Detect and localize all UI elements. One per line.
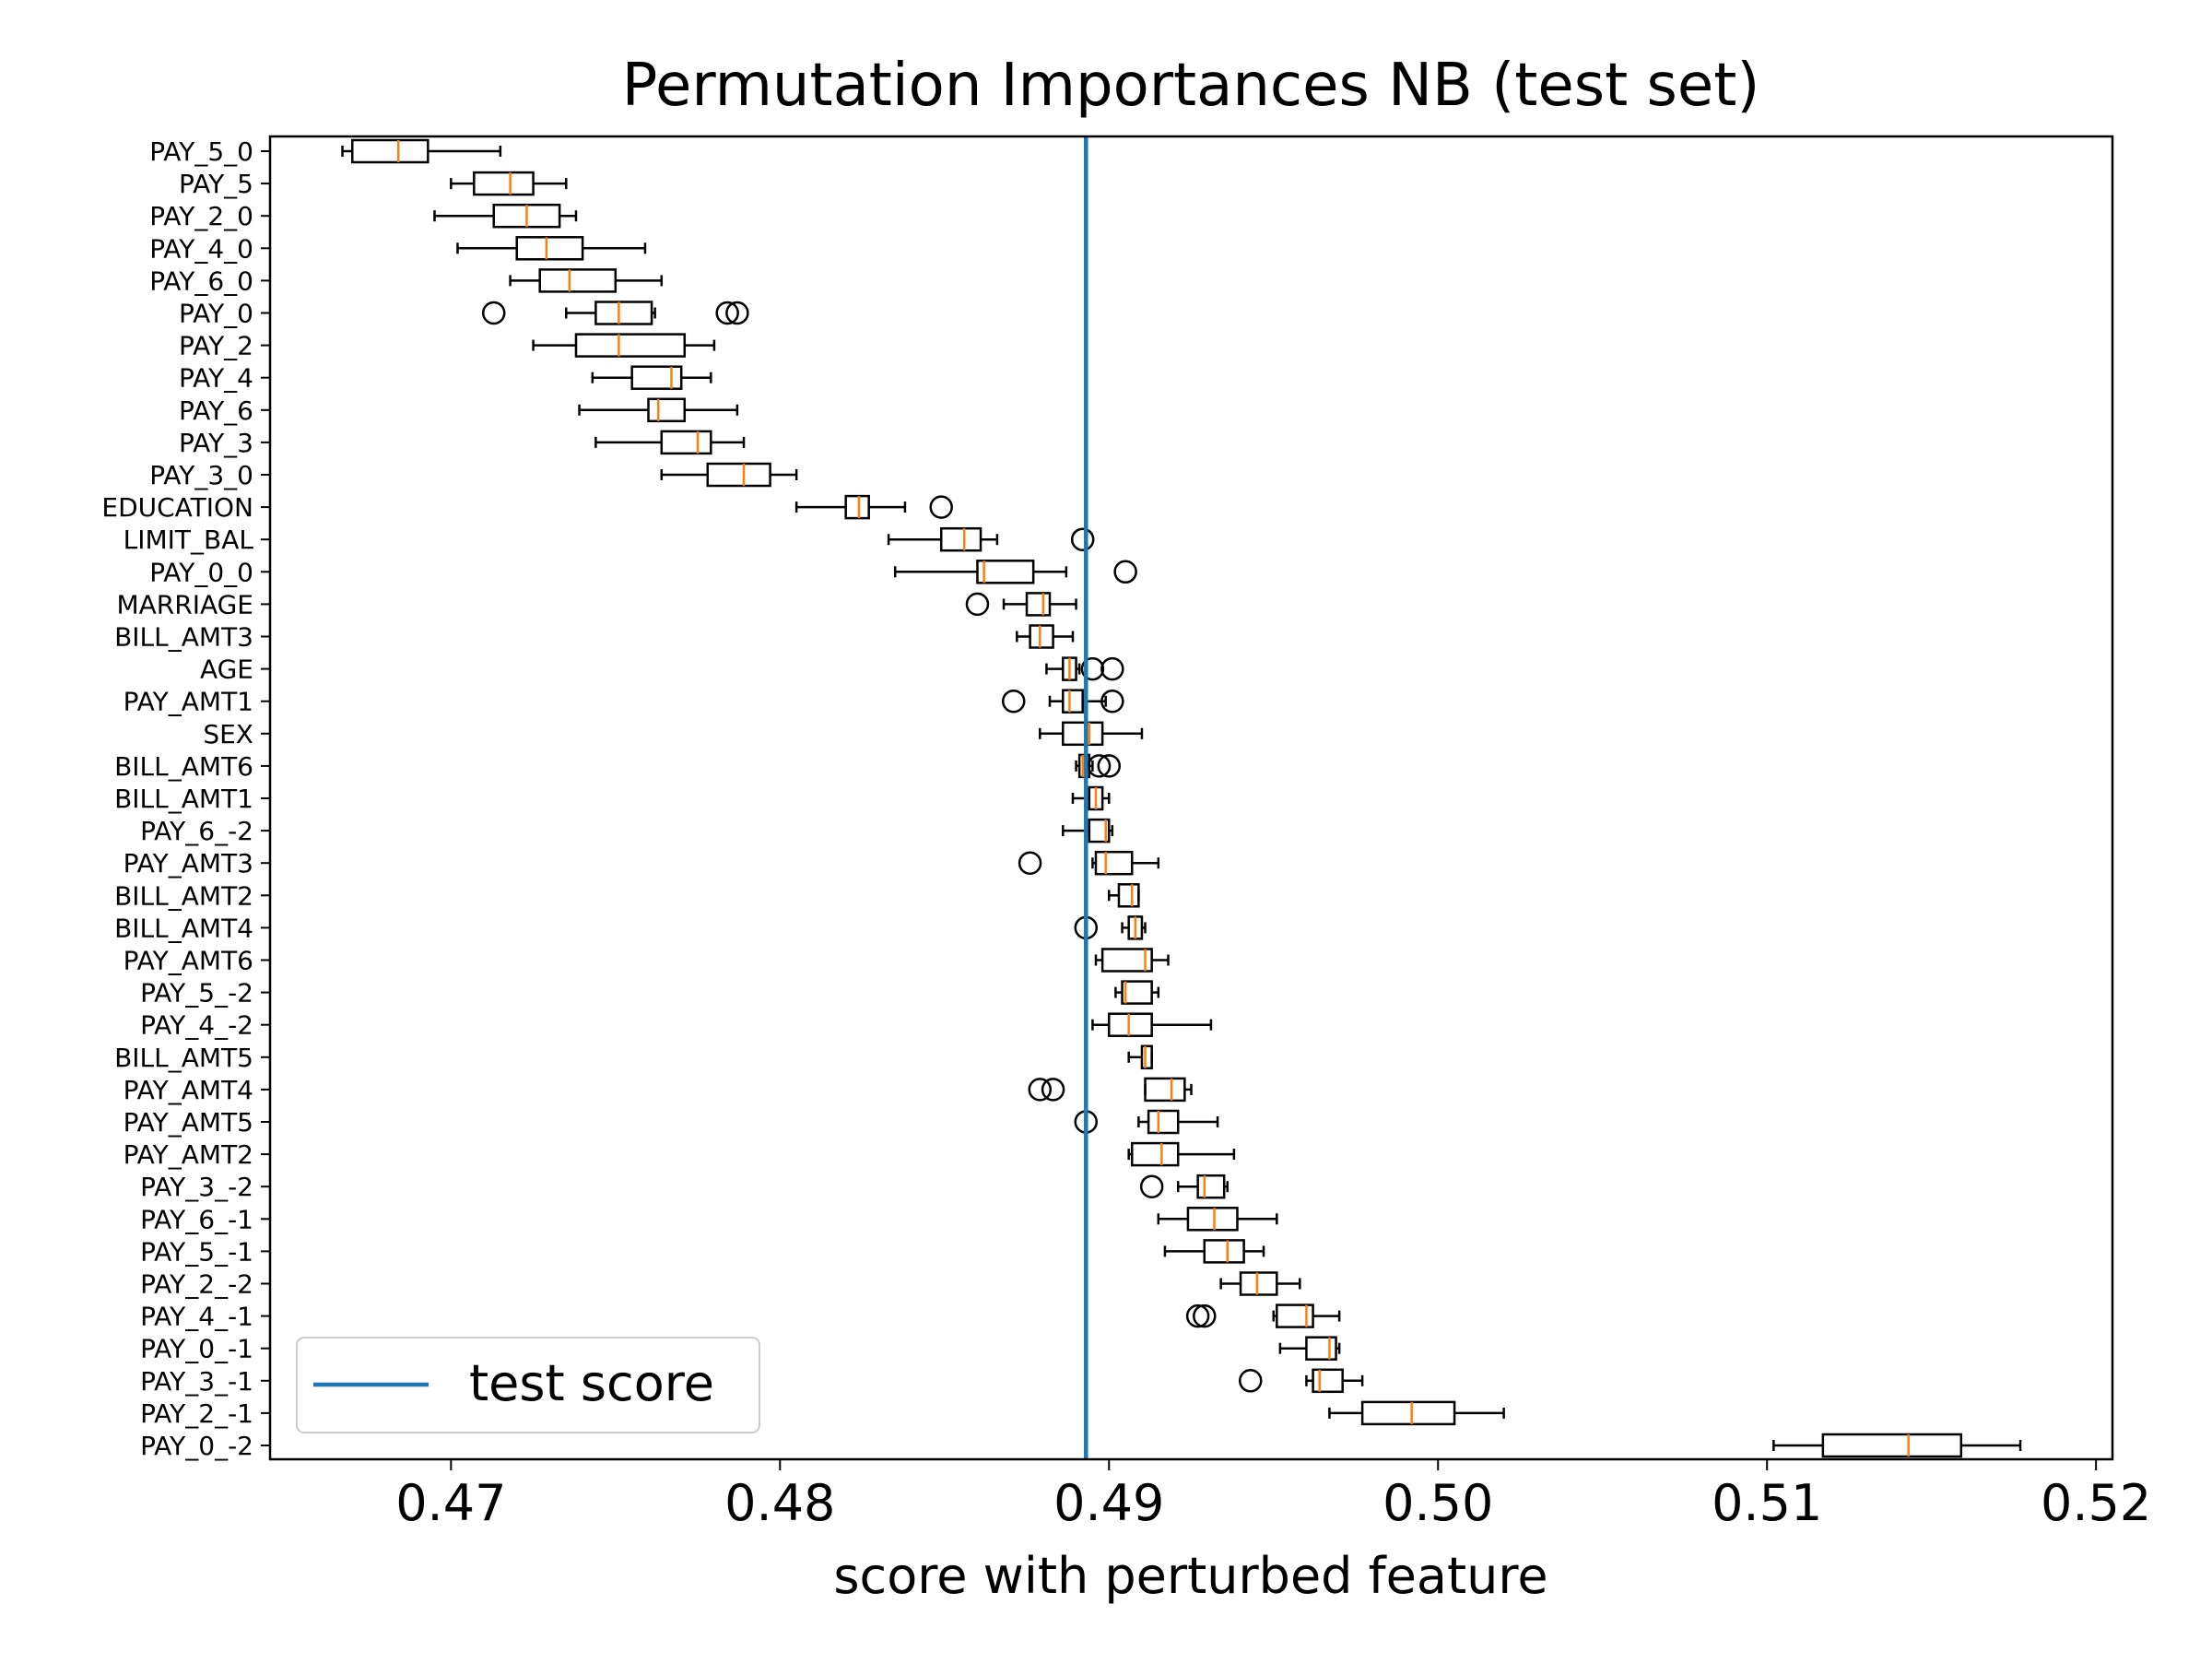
- y-tick-label: PAY_AMT2: [124, 1139, 253, 1170]
- y-tick-label: PAY_6_-2: [140, 816, 253, 846]
- y-tick-label: LIMIT_BAL: [124, 525, 254, 555]
- y-tick-label: AGE: [200, 655, 253, 685]
- y-tick-label: PAY_3: [179, 428, 253, 458]
- y-tick-label: BILL_AMT1: [114, 784, 253, 814]
- y-tick-label: BILL_AMT4: [114, 913, 253, 943]
- y-tick-label: PAY_6_-1: [140, 1204, 253, 1234]
- y-tick-label: BILL_AMT2: [114, 880, 253, 911]
- y-tick-label: PAY_4: [179, 363, 253, 394]
- y-tick-label: PAY_2_-1: [140, 1398, 253, 1429]
- y-tick-label: PAY_0_-1: [140, 1334, 253, 1364]
- y-tick-label: PAY_4_-1: [140, 1302, 253, 1332]
- y-tick-label: PAY_AMT5: [124, 1107, 253, 1138]
- y-tick-label: BILL_AMT5: [114, 1043, 253, 1073]
- legend: test score: [297, 1338, 759, 1433]
- y-tick-label: PAY_5_-1: [140, 1236, 253, 1267]
- y-tick-label: PAY_3_0: [149, 460, 253, 490]
- y-tick-label: MARRIAGE: [116, 589, 253, 619]
- y-tick-label: PAY_0: [179, 299, 253, 329]
- x-tick-label: 0.47: [395, 1474, 506, 1532]
- y-tick-label: PAY_5: [179, 169, 253, 199]
- chart-title: Permutation Importances NB (test set): [622, 52, 1760, 120]
- y-tick-label: BILL_AMT6: [114, 751, 253, 782]
- y-tick-label: PAY_0_0: [149, 557, 253, 587]
- x-tick-label: 0.48: [724, 1474, 835, 1532]
- x-tick-label: 0.52: [2041, 1474, 2151, 1532]
- y-tick-label: BILL_AMT3: [114, 622, 253, 653]
- y-tick-label: SEX: [203, 719, 253, 749]
- x-tick-label: 0.49: [1053, 1474, 1164, 1532]
- y-tick-label: PAY_6: [179, 395, 253, 426]
- y-tick-label: PAY_5_-2: [140, 978, 253, 1008]
- y-tick-label: PAY_AMT4: [124, 1075, 253, 1105]
- y-tick-label: PAY_2: [179, 331, 253, 361]
- y-tick-label: PAY_AMT1: [124, 687, 253, 717]
- x-tick-label: 0.50: [1382, 1474, 1493, 1532]
- y-tick-label: PAY_AMT6: [124, 946, 253, 976]
- y-tick-label: PAY_4_-2: [140, 1010, 253, 1041]
- x-tick-label: 0.51: [1712, 1474, 1822, 1532]
- y-tick-label: EDUCATION: [101, 492, 253, 523]
- y-tick-label: PAY_5_0: [149, 136, 253, 167]
- x-axis-label: score with perturbed feature: [833, 1547, 1547, 1605]
- y-tick-label: PAY_3_-2: [140, 1172, 253, 1202]
- y-tick-label: PAY_4_0: [149, 233, 253, 264]
- y-tick-label: PAY_2_0: [149, 201, 253, 231]
- y-tick-label: PAY_2_-2: [140, 1269, 253, 1300]
- y-tick-label: PAY_6_0: [149, 265, 253, 296]
- y-tick-label: PAY_AMT3: [124, 848, 253, 879]
- y-tick-label: PAY_3_-1: [140, 1366, 253, 1397]
- legend-label-test-score: test score: [469, 1354, 714, 1412]
- y-tick-label: PAY_0_-2: [140, 1431, 253, 1461]
